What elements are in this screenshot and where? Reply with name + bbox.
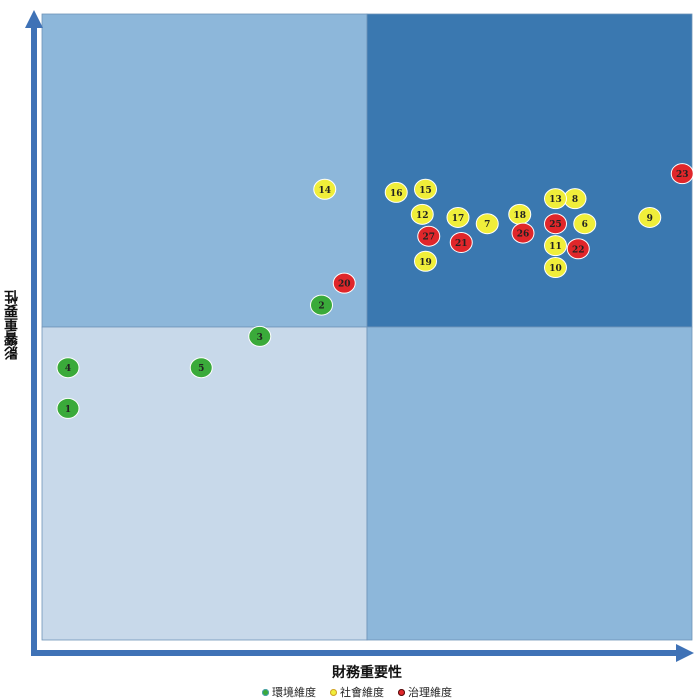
data-label-26: 26 [517,230,530,240]
legend-label-governance: 治理維度 [408,686,452,699]
quadrant-bottom-left [41,326,368,641]
data-label-17: 17 [452,214,465,224]
data-label-2: 2 [318,302,324,312]
data-label-25: 25 [549,220,562,230]
legend-label-environment: 環境維度 [272,686,316,699]
data-point-1 [56,397,80,419]
legend-item-environment: 環境維度 [262,684,316,700]
data-label-19: 19 [419,258,432,268]
data-point-7 [475,213,499,235]
data-label-23: 23 [676,170,689,180]
quadrant-bottom-right [366,326,693,641]
data-point-12 [410,203,434,225]
data-label-22: 22 [572,245,585,255]
data-point-26 [511,222,535,244]
data-point-27 [417,225,441,247]
data-point-9 [638,206,662,228]
data-point-11 [544,235,567,257]
data-point-15 [414,178,437,200]
data-label-21: 21 [455,239,468,249]
data-point-22 [566,238,590,260]
quadrant-top-right [366,13,693,328]
legend-swatch-social [330,688,337,696]
data-point-13 [544,188,567,210]
legend: 環境維度 社會維度 治理維度 [262,684,452,700]
data-label-5: 5 [198,364,204,374]
legend-item-governance: 治理維度 [398,684,452,700]
data-point-14 [313,178,337,200]
data-point-3 [248,325,272,347]
data-label-10: 10 [549,264,562,274]
data-label-18: 18 [513,211,526,221]
data-label-15: 15 [419,186,432,196]
data-label-1: 1 [65,405,71,415]
data-label-27: 27 [422,233,435,243]
data-point-23 [670,163,694,185]
data-point-17 [446,206,470,228]
data-label-9: 9 [647,214,653,224]
data-point-25 [544,213,567,235]
data-label-4: 4 [65,364,71,374]
data-label-8: 8 [572,195,578,205]
legend-item-social: 社會維度 [330,684,384,700]
y-axis-arrow [25,10,43,28]
data-label-7: 7 [484,220,490,230]
data-label-11: 11 [549,242,562,252]
legend-swatch-environment [262,688,269,696]
data-point-20 [332,272,356,294]
x-axis-arrow [676,644,694,662]
y-axis-label: 影響重要性 [4,290,20,360]
legend-swatch-governance [398,688,405,696]
data-point-2 [310,294,333,316]
data-point-19 [414,250,437,272]
data-label-13: 13 [549,195,562,205]
data-label-3: 3 [257,333,263,343]
data-label-6: 6 [582,220,588,230]
data-label-20: 20 [338,280,351,290]
data-point-4 [56,357,80,379]
data-label-14: 14 [318,186,331,196]
data-point-10 [544,257,567,279]
data-point-5 [189,357,213,379]
x-axis-label: 財務重要性 [332,665,402,681]
quadrant-top-left [41,13,368,328]
data-point-6 [573,213,597,235]
data-label-16: 16 [390,189,403,199]
data-point-16 [384,181,408,203]
legend-label-social: 社會維度 [340,686,384,699]
data-label-12: 12 [416,211,429,221]
data-point-21 [449,231,473,253]
